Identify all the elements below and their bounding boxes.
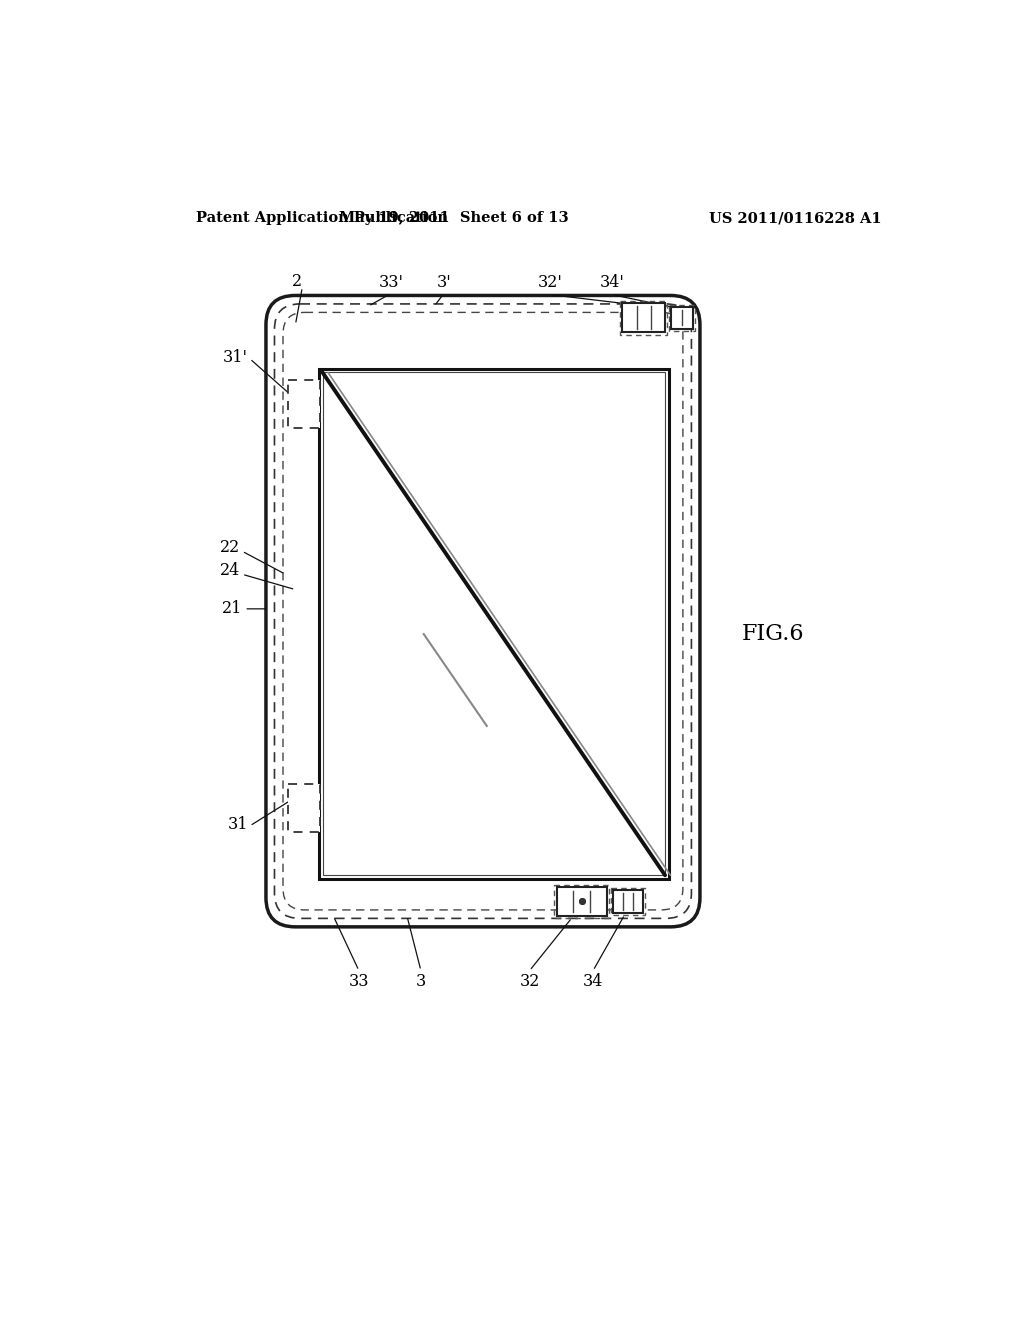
Text: 3': 3' — [437, 273, 452, 290]
Bar — [323, 372, 665, 875]
Bar — [669, 305, 695, 331]
Text: May 19, 2011  Sheet 6 of 13: May 19, 2011 Sheet 6 of 13 — [339, 211, 568, 226]
Text: 33: 33 — [349, 973, 370, 990]
Text: 24: 24 — [220, 562, 241, 579]
Text: 32: 32 — [519, 973, 540, 990]
Bar — [288, 784, 321, 832]
Text: 22: 22 — [220, 539, 241, 556]
Bar — [621, 301, 668, 335]
Text: 33': 33' — [379, 273, 404, 290]
Text: 34: 34 — [583, 973, 603, 990]
Bar — [288, 380, 321, 428]
Bar — [554, 884, 609, 919]
Text: FIG.6: FIG.6 — [741, 623, 804, 645]
Bar — [623, 304, 665, 333]
Bar — [318, 368, 669, 879]
Text: 2: 2 — [292, 273, 302, 290]
Text: 31': 31' — [223, 348, 248, 366]
Text: 32': 32' — [538, 273, 563, 290]
Text: Patent Application Publication: Patent Application Publication — [197, 211, 449, 226]
Bar — [613, 890, 643, 913]
Text: US 2011/0116228 A1: US 2011/0116228 A1 — [710, 211, 882, 226]
Bar — [557, 887, 607, 916]
Text: 31: 31 — [227, 816, 248, 833]
Bar — [672, 308, 693, 329]
Bar — [611, 887, 645, 915]
Text: 34': 34' — [600, 273, 625, 290]
FancyBboxPatch shape — [266, 296, 700, 927]
Text: 3: 3 — [416, 973, 426, 990]
Text: 21: 21 — [222, 601, 243, 618]
